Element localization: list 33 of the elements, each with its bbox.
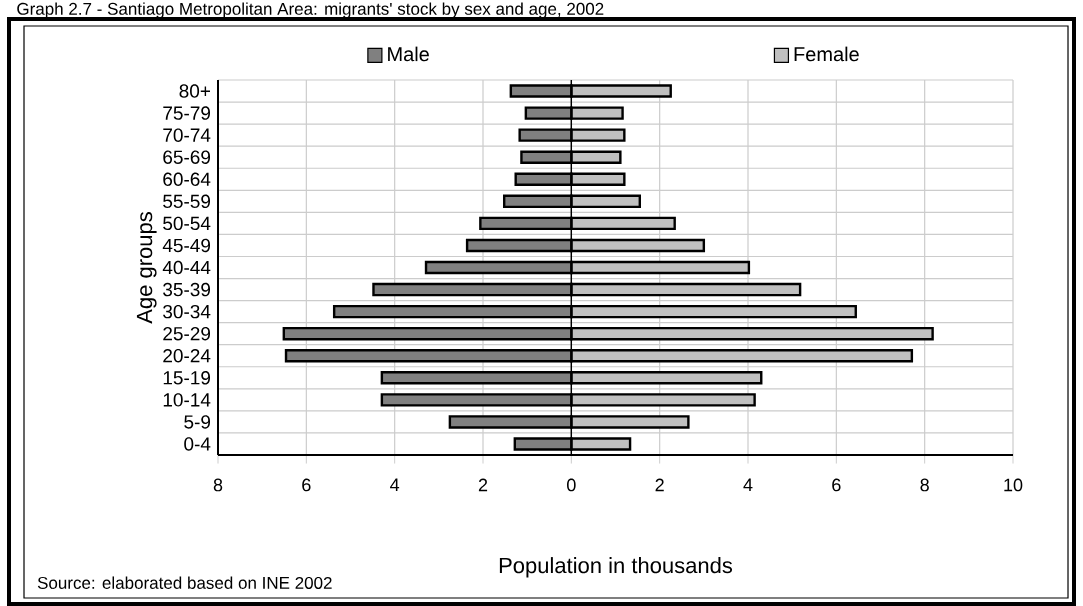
- y-tick-label: 80+: [179, 84, 210, 98]
- x-tick-label: 8: [213, 478, 223, 492]
- y-tick-label: 10-14: [163, 393, 211, 407]
- x-tick-label: 8: [920, 478, 929, 492]
- source-note: Source: elaborated based on INE 2002: [37, 576, 332, 589]
- y-tick-label: 75-79: [163, 106, 211, 120]
- y-tick-label: 25-29: [163, 326, 211, 341]
- y-tick-label: 60-64: [163, 172, 211, 186]
- y-axis-title: Age groups: [136, 212, 157, 324]
- y-tick-label: 35-39: [163, 282, 211, 297]
- x-axis-title: Population in thousands: [499, 557, 733, 578]
- y-tick-label: 65-69: [163, 150, 211, 164]
- y-tick-label: 70-74: [163, 128, 211, 142]
- y-tick-label: 5-9: [184, 415, 211, 429]
- x-tick-label: 0: [567, 478, 576, 492]
- x-tick-label: 6: [832, 478, 841, 492]
- y-tick-label: 15-19: [163, 371, 211, 385]
- x-tick-label: 4: [743, 478, 753, 491]
- x-tick-label: 2: [478, 478, 488, 492]
- y-tick-label: 40-44: [162, 260, 211, 275]
- y-tick-label: 30-34: [163, 304, 211, 319]
- chart-title: Graph 2.7 - Santiago Metropolitan Area: migrants' stock by sex and age, 2002: [17, 2, 604, 19]
- y-tick-label: 0-4: [184, 437, 211, 451]
- y-tick-label: 55-59: [163, 194, 211, 209]
- x-tick-label: 6: [302, 478, 311, 492]
- x-tick-label: 2: [655, 478, 664, 492]
- legend-label: Female: [794, 46, 859, 62]
- y-tick-label: 50-54: [163, 216, 211, 231]
- x-tick-label: 4: [390, 478, 400, 491]
- x-tick-label: 10: [1004, 478, 1023, 492]
- legend-label: Male: [388, 46, 429, 62]
- y-tick-label: 20-24: [163, 349, 211, 363]
- y-tick-label: 45-49: [162, 238, 211, 253]
